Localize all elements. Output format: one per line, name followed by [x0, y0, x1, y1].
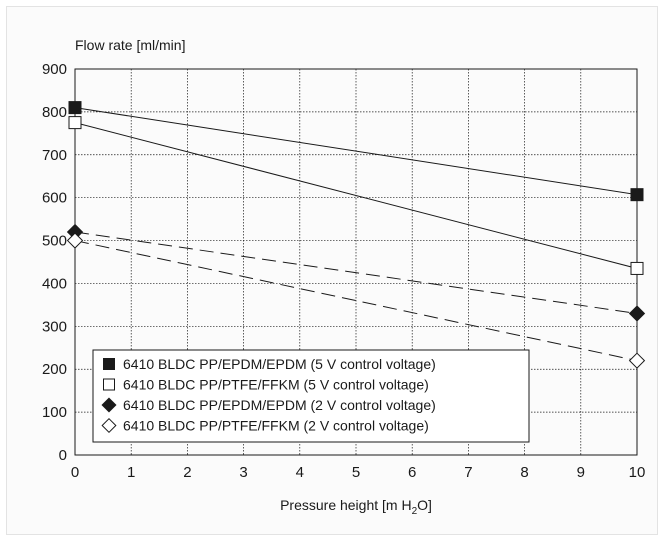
legend-label-1: 6410 BLDC PP/EPDM/EPDM (5 V control volt…	[123, 356, 436, 372]
series-lines	[74, 107, 638, 362]
legend-label-2: 6410 BLDC PP/PTFE/FFKM (5 V control volt…	[123, 377, 429, 393]
series-markers	[66, 101, 646, 369]
series-line-4	[74, 240, 638, 362]
data-point-series-1	[68, 101, 82, 115]
x-tick-label: 1	[127, 464, 135, 481]
y-tick-label: 900	[42, 61, 67, 78]
x-tick-label: 5	[352, 464, 360, 481]
x-tick-label: 0	[71, 464, 79, 481]
data-point-series-1	[630, 188, 644, 202]
y-tick-label: 500	[42, 233, 67, 250]
x-tick-label: 4	[296, 464, 304, 481]
x-tick-labels: 0 1 2 3 4 5 6 7 8 9 10	[71, 464, 646, 481]
legend-marker-1	[103, 358, 115, 370]
y-axis-title: Flow rate [ml/min]	[75, 37, 185, 53]
data-point-series-2	[630, 261, 644, 275]
x-tick-label: 9	[577, 464, 585, 481]
x-axis-title-main: Pressure height [m H	[280, 497, 412, 513]
x-tick-label: 2	[183, 464, 191, 481]
x-tick-label: 7	[464, 464, 472, 481]
x-tick-label: 10	[629, 464, 646, 481]
y-tick-label: 800	[42, 104, 67, 121]
x-axis-title-tail: O]	[417, 497, 432, 513]
data-point-series-3	[628, 305, 646, 322]
legend-marker-4	[101, 417, 117, 434]
series-line-1	[74, 107, 638, 196]
legend-label-3: 6410 BLDC PP/EPDM/EPDM (2 V control volt…	[123, 397, 436, 413]
legend-label-4: 6410 BLDC PP/PTFE/FFKM (2 V control volt…	[123, 418, 429, 434]
series-line-2	[74, 122, 638, 269]
y-tick-label: 100	[42, 404, 67, 421]
y-tick-label: 400	[42, 275, 67, 292]
x-axis-title: Pressure height [m H2O]	[280, 497, 432, 517]
x-axis-title-subscript: 2	[412, 506, 418, 517]
legend-marker-3	[101, 397, 117, 413]
legend-marker-2	[103, 378, 115, 391]
y-tick-label: 200	[42, 361, 67, 378]
series-line-3	[74, 231, 638, 314]
x-tick-label: 3	[239, 464, 247, 481]
y-tick-label: 0	[59, 447, 67, 464]
data-point-series-4	[66, 232, 84, 249]
chart-frame	[6, 6, 658, 535]
data-point-series-4	[628, 352, 646, 369]
x-tick-label: 6	[408, 464, 416, 481]
legend-box	[92, 349, 530, 443]
y-tick-label: 300	[42, 318, 67, 335]
y-tick-label: 700	[42, 147, 67, 164]
legend: 6410 BLDC PP/EPDM/EPDM (5 V control volt…	[92, 349, 530, 443]
x-tick-label: 8	[520, 464, 528, 481]
data-point-series-2	[68, 116, 82, 130]
y-tick-labels: 0 100 200 300 400 500 600 700 800 900	[42, 61, 67, 464]
y-tick-label: 600	[42, 190, 67, 207]
